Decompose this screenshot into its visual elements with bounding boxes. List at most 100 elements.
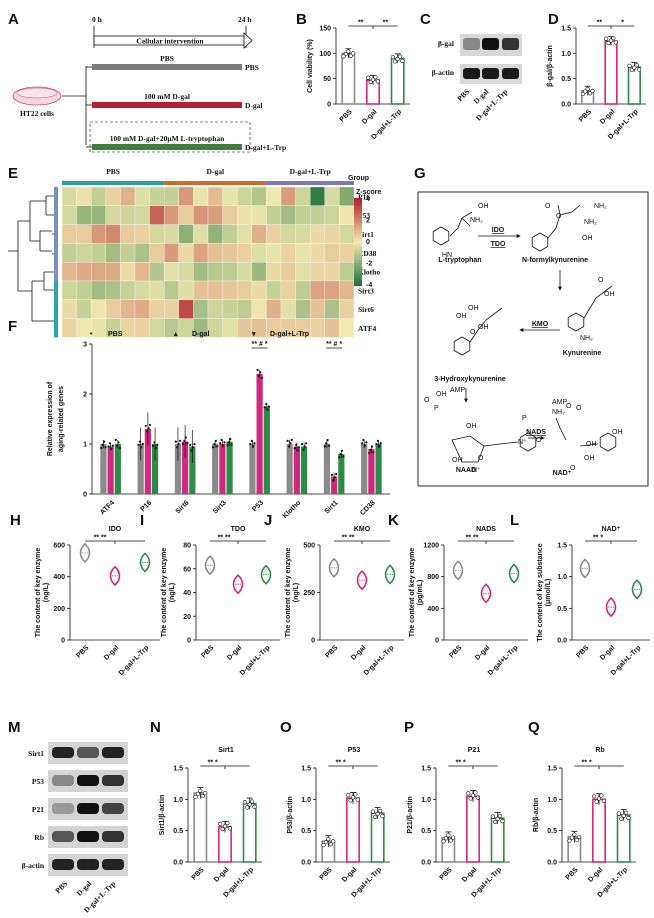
panel-letter-L: L [510, 512, 519, 529]
heatmap-cell-Sirt3 [280, 280, 296, 300]
data-point-F [293, 447, 296, 450]
heatmap-cell-Sirt3 [193, 280, 209, 300]
x-tick-label-D: PBS [578, 108, 593, 123]
y-tick-label-D: 1.0 [561, 51, 571, 58]
panel-letter-N: N [150, 719, 161, 736]
data-point-O [373, 814, 378, 819]
chemical-group-label: OH [478, 203, 489, 210]
heatmap-cell-Sirt1 [339, 224, 355, 244]
treatment-label-0: PBS [245, 63, 259, 72]
data-point-F [326, 438, 329, 442]
y-axis-unit-K: (pg/mL) [417, 580, 424, 606]
data-point-D [632, 65, 637, 70]
y-tick-label-K: 800 [427, 574, 439, 581]
heatmap-cell-Sirt6 [120, 299, 136, 319]
data-point-B [400, 58, 405, 63]
heatmap-cell-Sirt3 [324, 280, 340, 300]
y-tick-label-L: 0.0 [557, 638, 567, 645]
blot-band-M [77, 747, 99, 758]
heatmap-cell-P16 [149, 186, 165, 206]
heatmap-cell-P16 [266, 186, 282, 206]
heatmap-cell-CD38 [178, 243, 194, 263]
heatmap-cell-Sirt6 [164, 299, 179, 319]
blot-band-M [52, 803, 74, 814]
data-point-F [189, 443, 192, 446]
nad-chain [555, 417, 599, 447]
data-point-O [348, 798, 353, 803]
blot-lane-label-M: PBS [53, 879, 69, 895]
panel-letter-F: F [8, 318, 17, 335]
heatmap-cell-Sirt1 [91, 224, 106, 244]
y-tick-label-H: 400 [53, 574, 65, 581]
chemical-group-label: NH₂ [594, 203, 607, 210]
panel-letter-K: K [388, 512, 399, 529]
data-point-Q [621, 813, 626, 818]
heatmap-cell-Sirt6 [149, 299, 165, 319]
data-point-B [397, 54, 403, 59]
x-tick-label-Q: D-gal [587, 866, 604, 883]
treatment-text-2: 100 mM D-gal+20μM L-tryptophan [110, 134, 225, 143]
heatmap-cell-ATF4 [222, 318, 238, 338]
data-point-B [351, 51, 356, 56]
bar-F-Sirt1-D-gal+L-Trp [338, 454, 345, 494]
x-tick-label-B: D-gal [361, 108, 378, 125]
data-point-F [226, 444, 229, 447]
heatmap-cell-Sirt3 [91, 280, 106, 300]
data-point-Q [577, 834, 582, 840]
heatmap-cell-CD38 [193, 243, 209, 263]
chemical-group-label: O [570, 465, 576, 472]
data-point-F [267, 405, 271, 408]
heatmap-cell-Klotho [207, 262, 223, 282]
heatmap-cell-Sirt1 [280, 224, 296, 244]
data-point-F [365, 441, 368, 444]
bar-F-Klotho-PBS [286, 444, 293, 494]
bar-D-D-gal+L-Trp [627, 66, 641, 105]
chemical-group-label: NH₂ [552, 409, 565, 416]
chemical-group-label: OH [452, 457, 463, 464]
chemical-group-label: OH [604, 291, 615, 298]
heatmap-cell-Klotho [237, 262, 252, 282]
data-point-B [373, 75, 378, 80]
treatment-bar-2 [92, 144, 242, 150]
data-point-N [193, 794, 198, 799]
data-point-F [118, 446, 122, 450]
y-axis-unit-J: (ng/L) [293, 583, 300, 602]
y-tick-label-P: 1.5 [421, 766, 431, 773]
x-tick-label-F: ATF4 [99, 499, 116, 516]
y-axis-title-N: Sirt1/β-actin [159, 795, 166, 835]
data-point-N [245, 805, 250, 810]
data-point-F [181, 442, 185, 445]
data-point-O [380, 814, 385, 819]
kyn-chain [583, 285, 613, 319]
y-tick-label-I: 80 [183, 543, 191, 550]
heatmap-cell-P53 [251, 205, 267, 225]
data-point-F [249, 442, 252, 446]
heatmap-cell-P16 [310, 186, 325, 206]
legend-tick: 2 [366, 218, 370, 225]
heatmap-row-label: Sirt1 [358, 230, 374, 239]
heatmap-cell-Klotho [193, 262, 209, 282]
heatmap-cell-Klotho [339, 262, 355, 282]
heatmap-cell-Klotho [266, 262, 282, 282]
data-point-B [370, 77, 376, 82]
x-tick-label-I: D-gal+L-Trp [239, 644, 272, 677]
bar-F-P53-D-gal+L-Trp [263, 406, 270, 494]
data-point-F [266, 408, 269, 411]
heatmap-cell-P16 [237, 186, 252, 206]
x-tick-label-F: CD38 [359, 499, 377, 517]
chemical-group-label: O [536, 437, 542, 444]
bar-Q-D-gal [592, 798, 606, 863]
data-point-F [330, 473, 334, 476]
heatmap-cell-CD38 [295, 243, 311, 263]
data-point-D [590, 88, 595, 93]
data-point-F [104, 446, 107, 449]
heatmap-cell-CD38 [164, 243, 179, 263]
data-point-F [176, 446, 179, 449]
bar-P-D-gal [466, 795, 480, 863]
data-point-P [443, 836, 449, 841]
blot-band-M [102, 747, 124, 758]
data-point-D [580, 91, 585, 96]
chemical-group-label: O [598, 277, 604, 284]
heatmap-cell-Sirt3 [251, 280, 267, 300]
data-point-F [148, 423, 152, 427]
